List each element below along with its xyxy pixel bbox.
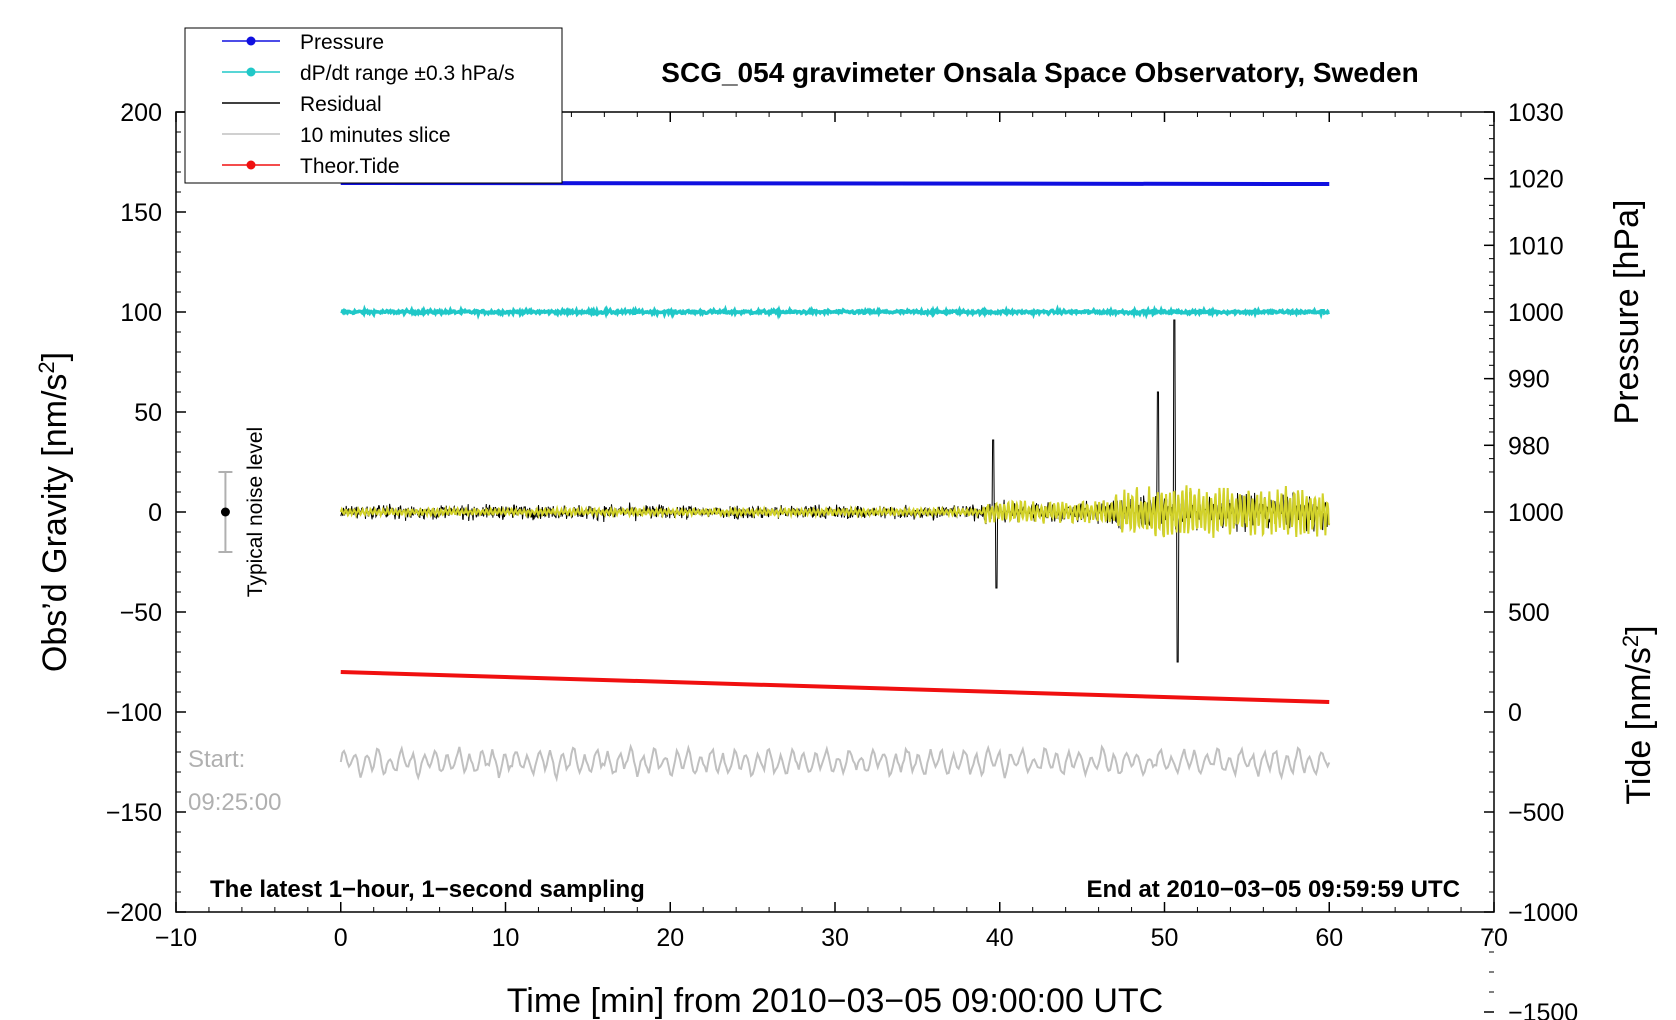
series-layer — [218, 181, 1331, 783]
tide-tick-label: −1000 — [1508, 899, 1578, 927]
slice-line — [339, 743, 1331, 783]
y-axis-title-tide: Tide [nm/s2] — [1618, 625, 1659, 804]
chart-title: SCG_054 gravimeter Onsala Space Observat… — [661, 57, 1418, 88]
y-tick-label: 50 — [134, 399, 162, 427]
annotation-sampling: The latest 1−hour, 1−second sampling — [210, 876, 645, 903]
tide-tick-label: −500 — [1508, 799, 1564, 827]
annotation-end-time: End at 2010−03−05 09:59:59 UTC — [1086, 876, 1460, 903]
pressure-tick-label: 1000 — [1508, 299, 1564, 327]
legend-box — [184, 27, 563, 184]
noise-level-label: Typical noise level — [244, 427, 267, 597]
tide-tick-label: −1500 — [1508, 999, 1578, 1020]
x-axis-title: Time [min] from 2010−03−05 09:00:00 UTC — [507, 982, 1163, 1020]
pressure-tick-label: 1010 — [1508, 232, 1564, 260]
legend-label: Pressure — [300, 31, 384, 54]
noise-bar-point — [220, 507, 230, 517]
y-tick-label: 100 — [120, 299, 162, 327]
x-tick-label: 60 — [1315, 924, 1343, 952]
x-tick-label: 70 — [1480, 924, 1508, 952]
legend-marker — [246, 160, 256, 170]
slice-start-label: Start: — [188, 746, 245, 773]
residual-line — [340, 319, 1330, 663]
x-tick-label: 0 — [334, 924, 348, 952]
x-tick-label: 20 — [656, 924, 684, 952]
tide-tick-label: 1000 — [1508, 499, 1564, 527]
tide-tick-label: 500 — [1508, 599, 1550, 627]
ticks-layer: −10 0 10 20 30 40 50 60 70200150100500−50−100−15… — [106, 99, 1579, 1020]
legend-label: dP/dt range ±0.3 hPa/s — [300, 62, 515, 85]
y-tick-label: −150 — [106, 799, 162, 827]
y-tick-label: 150 — [120, 199, 162, 227]
filtered-residual-line — [339, 485, 1331, 538]
legend: Pressure dP/dt range ±0.3 hPa/s Residual 10… — [184, 27, 563, 184]
y-axis-title-pressure: Pressure [hPa] — [1608, 200, 1646, 425]
tide-line — [340, 670, 1330, 704]
x-tick-label: 50 — [1151, 924, 1179, 952]
y-tick-label: −100 — [106, 699, 162, 727]
x-tick-label: 10 — [492, 924, 520, 952]
dpdt-line — [340, 304, 1331, 320]
y-axis-title-left: Obs’d Gravity [nm/s2] — [34, 352, 75, 672]
legend-label: Residual — [300, 93, 382, 116]
x-tick-label: 30 — [821, 924, 849, 952]
y-tick-label: −200 — [106, 899, 162, 927]
y-tick-label: −50 — [120, 599, 162, 627]
pressure-tick-label: 980 — [1508, 432, 1550, 460]
pressure-tick-label: 1020 — [1508, 166, 1564, 194]
legend-label: Theor.Tide — [300, 155, 400, 178]
pressure-tick-label: 1030 — [1508, 99, 1564, 127]
legend-marker — [246, 36, 256, 46]
y-tick-label: 0 — [148, 499, 162, 527]
legend-items: Pressure dP/dt range ±0.3 hPa/s Residual 10… — [222, 31, 515, 178]
x-tick-label: −10 — [155, 924, 197, 952]
slice-start-time: 09:25:00 — [188, 789, 281, 816]
x-tick-label: 40 — [986, 924, 1014, 952]
pressure-tick-label: 990 — [1508, 366, 1550, 394]
legend-label: 10 minutes slice — [300, 124, 451, 147]
y-tick-label: 200 — [120, 99, 162, 127]
legend-marker — [246, 67, 256, 77]
tide-tick-label: 0 — [1508, 699, 1522, 727]
